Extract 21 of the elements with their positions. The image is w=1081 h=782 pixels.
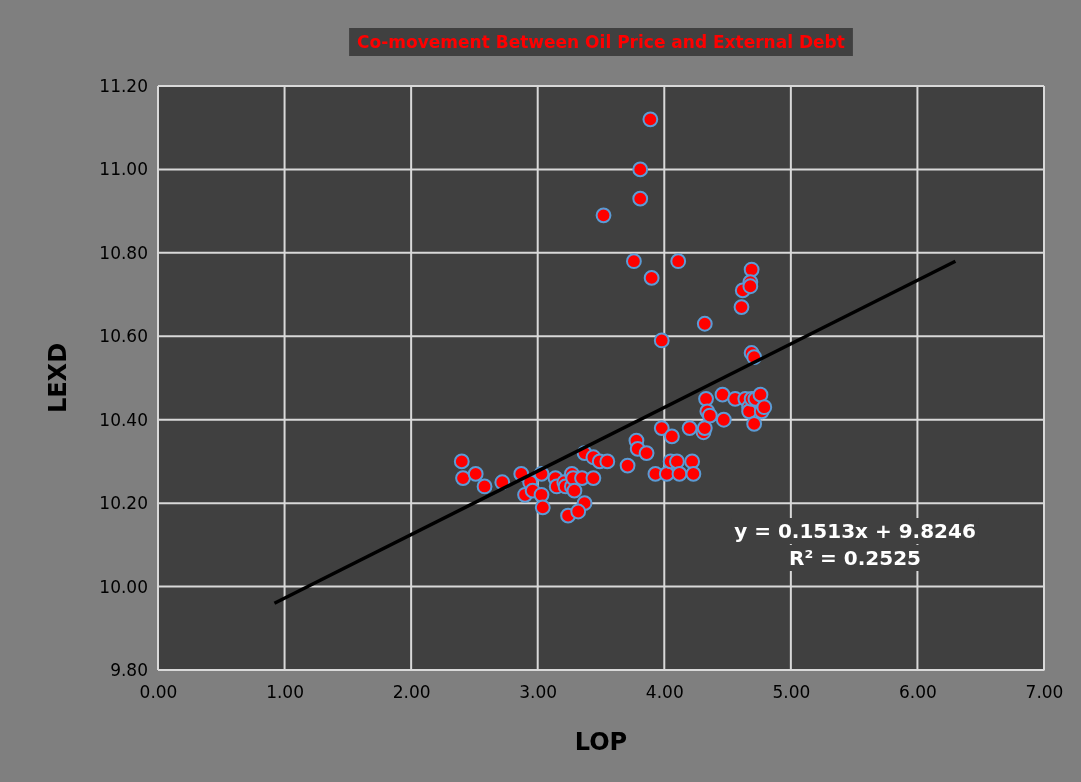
chart-title: Co-movement Between Oil Price and External Debt — [357, 32, 845, 52]
x-tick-label: 7.00 — [1025, 682, 1064, 703]
y-tick-label: 9.80 — [110, 659, 148, 680]
y-tick-label: 10.20 — [99, 493, 148, 514]
x-tick-label: 3.00 — [519, 682, 558, 703]
annotation: y = 0.1513x + 9.8246 — [734, 519, 976, 543]
x-tick-label: 6.00 — [899, 682, 937, 703]
y-tick-label: 10.80 — [99, 242, 148, 263]
x-tick-label: 2.00 — [392, 682, 431, 703]
x-tick-label: 1.00 — [266, 682, 304, 703]
x-tick-label: 5.00 — [772, 682, 811, 703]
x-axis-title: LOP — [574, 728, 628, 756]
y-axis-title: LEXD — [44, 342, 72, 414]
x-tick-label: 4.00 — [645, 682, 684, 703]
x-tick-label: 0.00 — [139, 682, 178, 703]
annotation: R² = 0.2525 — [788, 546, 922, 570]
y-tick-label: 10.40 — [99, 409, 148, 430]
y-tick-label: 10.00 — [99, 576, 148, 597]
y-tick-label: 11.20 — [99, 75, 148, 96]
y-tick-label: 11.00 — [99, 159, 148, 180]
y-tick-label: 10.60 — [99, 326, 148, 347]
